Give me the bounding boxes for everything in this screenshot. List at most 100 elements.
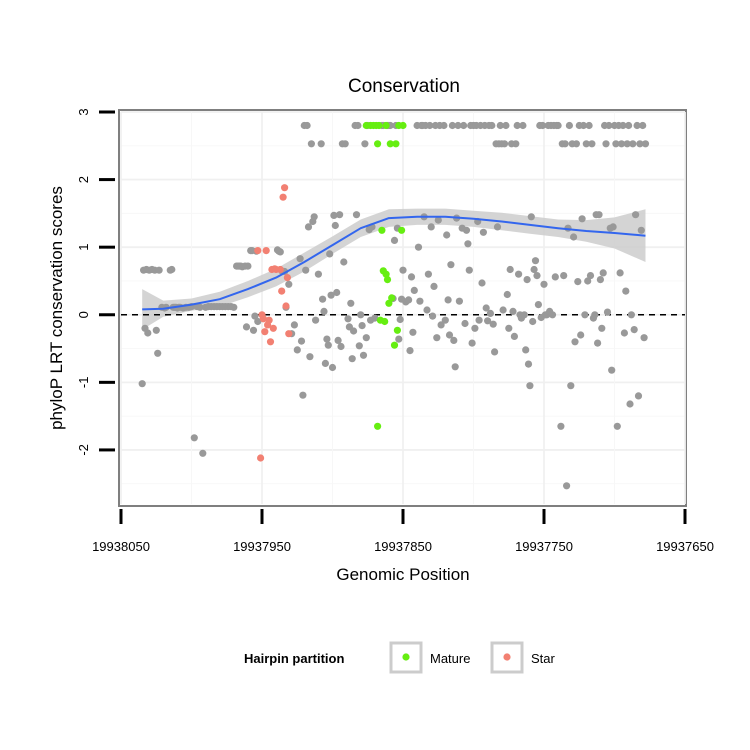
data-point-other	[478, 279, 486, 287]
data-point-other	[244, 262, 252, 270]
data-point-other	[352, 211, 361, 219]
data-point-other	[426, 121, 434, 130]
data-point-mature	[381, 317, 389, 326]
data-point-other	[429, 312, 437, 320]
data-point-mature	[398, 226, 406, 234]
data-point-other	[567, 382, 575, 390]
data-point-other	[324, 341, 332, 349]
data-point-other	[312, 316, 320, 324]
data-point-other	[155, 266, 163, 274]
data-point-mature	[386, 140, 394, 148]
data-point-other	[430, 282, 438, 290]
data-point-other	[406, 347, 414, 355]
data-point-other	[570, 233, 578, 241]
data-point-other	[362, 334, 370, 342]
data-point-other	[539, 121, 547, 130]
data-point-other	[462, 226, 471, 234]
x-tick-label: 19937950	[233, 539, 291, 554]
data-point-other	[641, 140, 650, 148]
data-point-other	[285, 280, 293, 288]
data-point-other	[510, 332, 518, 340]
data-point-other	[484, 317, 492, 325]
data-point-other	[493, 223, 502, 231]
data-point-other	[602, 140, 610, 148]
data-point-other	[307, 140, 315, 148]
data-point-other	[548, 311, 557, 319]
data-point-other	[303, 121, 311, 130]
data-point-other	[445, 331, 454, 339]
data-point-other	[617, 140, 626, 148]
data-point-other	[293, 346, 301, 354]
data-point-other	[317, 140, 325, 148]
data-point-other	[330, 211, 338, 219]
data-point-other	[488, 121, 496, 130]
data-point-star	[282, 302, 290, 310]
data-point-other	[489, 320, 497, 328]
data-point-star	[261, 328, 269, 336]
data-point-mature	[374, 140, 382, 148]
data-point-other	[563, 482, 571, 490]
legend-key-star	[490, 641, 524, 674]
y-tick-label: 2	[76, 176, 91, 183]
data-point-star	[279, 193, 287, 201]
data-point-other	[395, 335, 403, 343]
data-point-other	[326, 250, 334, 258]
data-point-other	[603, 308, 612, 316]
data-point-other	[276, 248, 284, 256]
data-point-other	[551, 273, 559, 281]
data-point-mature	[375, 121, 383, 130]
y-tick-label: -2	[76, 444, 91, 456]
data-point-other	[534, 301, 543, 309]
data-point-other	[310, 213, 318, 221]
data-point-other	[451, 363, 459, 371]
data-point-other	[515, 270, 523, 278]
data-point-other	[475, 316, 483, 324]
data-point-star	[266, 338, 275, 346]
x-tick-label: 19937850	[374, 539, 432, 554]
data-point-star	[254, 247, 262, 255]
data-point-other	[527, 213, 535, 221]
legend: Hairpin partition Mature Star	[244, 641, 556, 674]
y-axis: -2 -1 0 1 2 3	[76, 108, 115, 456]
data-point-mature	[382, 270, 390, 278]
data-point-other	[437, 321, 445, 329]
data-point-other	[482, 304, 490, 312]
data-point-other	[584, 277, 592, 285]
data-point-mature	[374, 422, 382, 430]
data-point-other	[347, 299, 355, 307]
data-point-other	[629, 140, 637, 148]
data-point-other	[344, 315, 352, 323]
data-point-other	[323, 335, 331, 343]
data-point-other	[612, 140, 620, 148]
data-point-other	[533, 272, 541, 280]
data-point-other	[636, 140, 644, 148]
data-point-other	[554, 121, 562, 130]
data-point-other	[594, 339, 602, 347]
data-point-other	[529, 317, 537, 326]
data-point-other	[168, 265, 176, 274]
data-point-other	[471, 324, 479, 332]
data-points	[138, 121, 650, 490]
x-tick-label: 19937650	[656, 539, 714, 554]
data-point-other	[319, 295, 327, 303]
data-point-other	[409, 328, 417, 336]
data-point-star	[257, 454, 265, 462]
data-point-other	[595, 211, 603, 219]
data-point-other	[577, 331, 585, 339]
data-point-other	[605, 121, 613, 130]
data-point-other	[578, 215, 586, 223]
data-point-other	[620, 329, 629, 337]
data-point-other	[522, 346, 530, 354]
data-point-other	[321, 359, 329, 367]
data-point-other	[632, 211, 640, 219]
data-point-star	[283, 274, 291, 282]
data-point-other	[407, 273, 416, 281]
data-point-other	[571, 338, 579, 346]
data-point-other	[359, 351, 368, 359]
x-axis: 19938050 19937950 19937850 19937750 19937650	[92, 509, 714, 554]
data-point-star	[265, 316, 273, 324]
data-point-other	[340, 258, 348, 266]
data-point-other	[540, 280, 548, 288]
data-point-star	[281, 184, 289, 192]
data-point-other	[634, 392, 643, 400]
